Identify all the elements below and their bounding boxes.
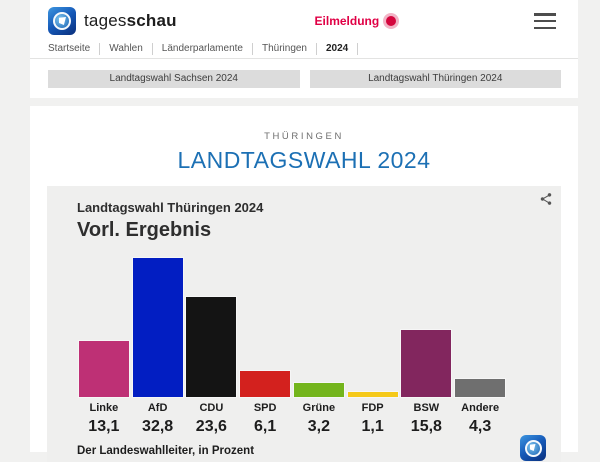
bar-value-label: 23,6	[195, 418, 227, 435]
breadcrumb-separator	[99, 42, 101, 55]
tagesschau-logo-icon	[48, 7, 76, 35]
bar-track	[77, 258, 131, 397]
bar-fdp	[347, 392, 398, 397]
bar-category-label: BSW	[413, 402, 440, 414]
bar-spd	[240, 371, 291, 397]
bar-track	[453, 258, 507, 397]
breadcrumb: Startseite Wahlen Länderparlamente Thüri…	[30, 39, 578, 59]
election-tabs: Landtagswahl Sachsen 2024 Landtagswahl T…	[30, 59, 578, 98]
bar-slot: FDP 1,1	[346, 258, 400, 436]
site-header: tagesschau Eilmeldung	[30, 0, 578, 39]
breaking-news-link[interactable]: Eilmeldung	[177, 14, 534, 28]
hamburger-icon	[534, 13, 556, 16]
bar-value-label: 13,1	[88, 418, 120, 435]
breadcrumb-separator	[316, 42, 317, 55]
breadcrumb-item-startseite[interactable]: Startseite	[48, 43, 91, 54]
breaking-news-label: Eilmeldung	[314, 14, 380, 28]
bar-cdu	[186, 297, 237, 397]
bar-value-label: 6,1	[254, 418, 277, 435]
bar-slot: Andere 4,3	[453, 258, 507, 436]
chart-panel: Landtagswahl Thüringen 2024 Vorl. Ergebn…	[47, 186, 561, 462]
chart-title: Vorl. Ergebnis	[77, 219, 212, 241]
tab-landtagswahl-sachsen-2024[interactable]: Landtagswahl Sachsen 2024	[48, 70, 300, 88]
bar-category-label: SPD	[253, 402, 277, 414]
bar-track	[185, 258, 239, 397]
bar-linke	[78, 341, 129, 397]
bar-category-label: Grüne	[302, 402, 336, 414]
breadcrumb-item-laenderparlamente[interactable]: Länderparlamente	[161, 43, 243, 54]
bar-value-label: 4,3	[469, 418, 492, 435]
share-button[interactable]	[537, 190, 555, 211]
bar-value-label: 32,8	[142, 418, 174, 435]
breadcrumb-separator	[357, 42, 359, 55]
bar-category-label: FDP	[361, 402, 384, 414]
region-kicker: THÜRINGEN	[264, 131, 344, 142]
bar-slot: Linke 13,1	[77, 258, 131, 436]
bar-category-label: Linke	[89, 402, 119, 414]
bar-value-label: 1,1	[361, 418, 384, 435]
bar-chart: Linke 13,1 AfD 32,8 CDU 23,6 SPD 6,1 Grüne 3,2 FDP…	[77, 258, 507, 436]
page-title: LANDTAGSWAHL 2024	[177, 147, 431, 173]
bar-slot: BSW 15,8	[400, 258, 454, 436]
brand-home-link[interactable]: tagesschau	[48, 7, 177, 35]
tab-landtagswahl-thueringen-2024[interactable]: Landtagswahl Thüringen 2024	[309, 70, 561, 88]
bar-andere	[455, 379, 506, 397]
bar-track	[346, 258, 400, 397]
bar-slot: CDU 23,6	[185, 258, 239, 436]
share-icon	[540, 193, 552, 205]
bar-category-label: AfD	[147, 402, 168, 414]
bar-slot: AfD 32,8	[131, 258, 185, 436]
breadcrumb-separator	[151, 42, 153, 55]
bar-afd	[132, 258, 183, 397]
breadcrumb-item-2024[interactable]: 2024	[326, 43, 349, 54]
bar-bsw	[401, 330, 452, 397]
tagesschau-logo-icon	[520, 435, 546, 461]
bar-track	[238, 258, 292, 397]
breadcrumb-item-wahlen[interactable]: Wahlen	[109, 43, 143, 54]
bar-value-label: 3,2	[307, 418, 330, 435]
bar-category-label: Andere	[461, 402, 500, 414]
bar-track	[400, 258, 454, 397]
chart-source: Der Landeswahlleiter, in Prozent	[77, 445, 255, 457]
breaking-news-dot-icon	[386, 16, 397, 26]
bar-track	[131, 258, 185, 397]
chart-subtitle: Landtagswahl Thüringen 2024	[77, 200, 264, 215]
menu-button[interactable]	[534, 13, 556, 29]
brand-text: tagesschau	[84, 11, 177, 30]
section-divider	[30, 98, 578, 106]
bar-grüne	[293, 383, 344, 397]
bar-value-label: 15,8	[410, 418, 442, 435]
bar-slot: SPD 6,1	[238, 258, 292, 436]
bar-category-label: CDU	[199, 402, 224, 414]
bar-track	[292, 258, 346, 397]
breadcrumb-separator	[251, 42, 253, 55]
breadcrumb-item-thueringen[interactable]: Thüringen	[261, 43, 307, 54]
bar-slot: Grüne 3,2	[292, 258, 346, 436]
